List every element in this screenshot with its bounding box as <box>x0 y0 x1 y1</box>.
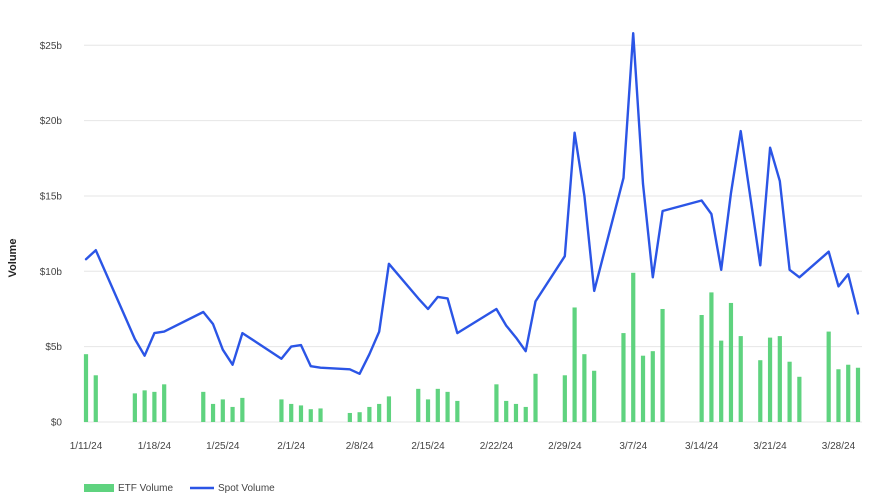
etf-volume-bar <box>513 403 519 422</box>
legend: ETF Volume Spot Volume <box>84 483 275 494</box>
x-tick-label: 1/18/24 <box>138 441 172 452</box>
etf-volume-bar <box>298 405 304 422</box>
x-tick-label: 3/7/24 <box>619 441 647 452</box>
etf-volume-bar <box>767 337 773 422</box>
etf-volume-bar <box>826 331 831 422</box>
x-tick-label: 2/8/24 <box>346 441 374 452</box>
etf-volume-bar <box>797 376 802 422</box>
etf-volume-bar <box>132 393 137 422</box>
etf-volume-bar <box>660 308 665 422</box>
spot-volume-line <box>84 32 860 375</box>
etf-volume-bar <box>220 399 225 422</box>
etf-volume-bar <box>386 396 392 422</box>
etf-volume-bar <box>699 315 704 422</box>
x-tick-label: 2/1/24 <box>277 441 305 452</box>
etf-volume-bar <box>83 354 89 422</box>
x-tick-label: 3/14/24 <box>685 441 719 452</box>
y-tick-label: $5b <box>45 342 62 353</box>
etf-volume-bar <box>787 361 792 422</box>
etf-volume-bar <box>93 375 98 422</box>
etf-volume-bar <box>533 373 538 422</box>
etf-volume-bar <box>445 391 450 422</box>
etf-volume-bar <box>279 399 284 422</box>
y-axis-ticks: $0 $5b $10b $15b $20b $25b <box>40 41 63 429</box>
y-tick-label: $10b <box>40 267 63 278</box>
etf-volume-bar <box>523 406 528 422</box>
etf-volume-bar <box>494 384 499 422</box>
etf-volume-bar <box>425 399 431 422</box>
x-tick-label: 1/11/24 <box>70 441 103 452</box>
etf-volume-bar <box>504 400 509 422</box>
y-tick-label: $20b <box>40 116 63 127</box>
etf-volume-bar <box>318 408 323 422</box>
etf-volume-bar <box>377 403 382 422</box>
y-tick-label: $15b <box>40 191 63 202</box>
etf-volume-bar <box>836 369 841 422</box>
etf-volume-bar <box>142 390 147 422</box>
etf-volume-bar <box>640 355 646 422</box>
etf-volume-bar <box>719 340 724 422</box>
etf-volume-bar <box>416 388 421 422</box>
etf-volume-bar <box>357 412 362 422</box>
etf-volume-bars <box>83 272 861 422</box>
etf-volume-bar <box>592 370 597 422</box>
etf-volume-bar <box>631 272 636 422</box>
etf-volume-bar <box>777 336 782 422</box>
x-tick-label: 2/29/24 <box>548 441 582 452</box>
etf-volume-bar <box>758 360 763 422</box>
x-tick-label: 2/22/24 <box>480 441 514 452</box>
x-tick-label: 3/28/24 <box>822 441 856 452</box>
y-axis-label: Volume <box>7 239 19 278</box>
etf-volume-bar <box>728 302 734 422</box>
etf-volume-bar <box>240 397 245 422</box>
x-tick-label: 3/21/24 <box>753 441 787 452</box>
etf-volume-bar <box>367 406 372 422</box>
y-tick-label: $25b <box>40 41 63 52</box>
etf-volume-bar <box>621 333 626 422</box>
spot-volume-line-group <box>84 32 860 375</box>
etf-volume-bar <box>455 400 460 422</box>
etf-volume-bar <box>152 391 157 422</box>
legend-label-etf: ETF Volume <box>118 483 173 494</box>
gridlines <box>84 44 862 423</box>
etf-volume-bar <box>201 391 206 422</box>
etf-volume-bar <box>308 409 313 422</box>
etf-volume-bar <box>210 403 216 422</box>
etf-volume-bar <box>562 375 567 422</box>
x-tick-label: 1/25/24 <box>206 441 240 452</box>
x-axis-ticks: 1/11/24 1/18/24 1/25/24 2/1/24 2/8/24 2/15/24… <box>70 441 856 452</box>
legend-swatch-etf <box>84 484 114 492</box>
etf-volume-bar <box>230 406 235 422</box>
etf-volume-bar <box>435 388 440 422</box>
x-tick-label: 2/15/24 <box>411 441 445 452</box>
etf-volume-bar <box>582 354 587 422</box>
etf-volume-bar <box>846 364 851 422</box>
y-tick-label: $0 <box>51 418 63 429</box>
etf-volume-bar <box>347 412 352 422</box>
etf-volume-bar <box>162 384 167 422</box>
etf-volume-bar <box>289 403 294 422</box>
etf-volume-bar <box>572 307 577 422</box>
etf-volume-bar <box>709 292 714 422</box>
etf-volume-bar <box>855 367 861 422</box>
etf-volume-bar <box>738 336 743 422</box>
legend-label-spot: Spot Volume <box>218 483 275 494</box>
etf-volume-bar <box>650 351 655 422</box>
